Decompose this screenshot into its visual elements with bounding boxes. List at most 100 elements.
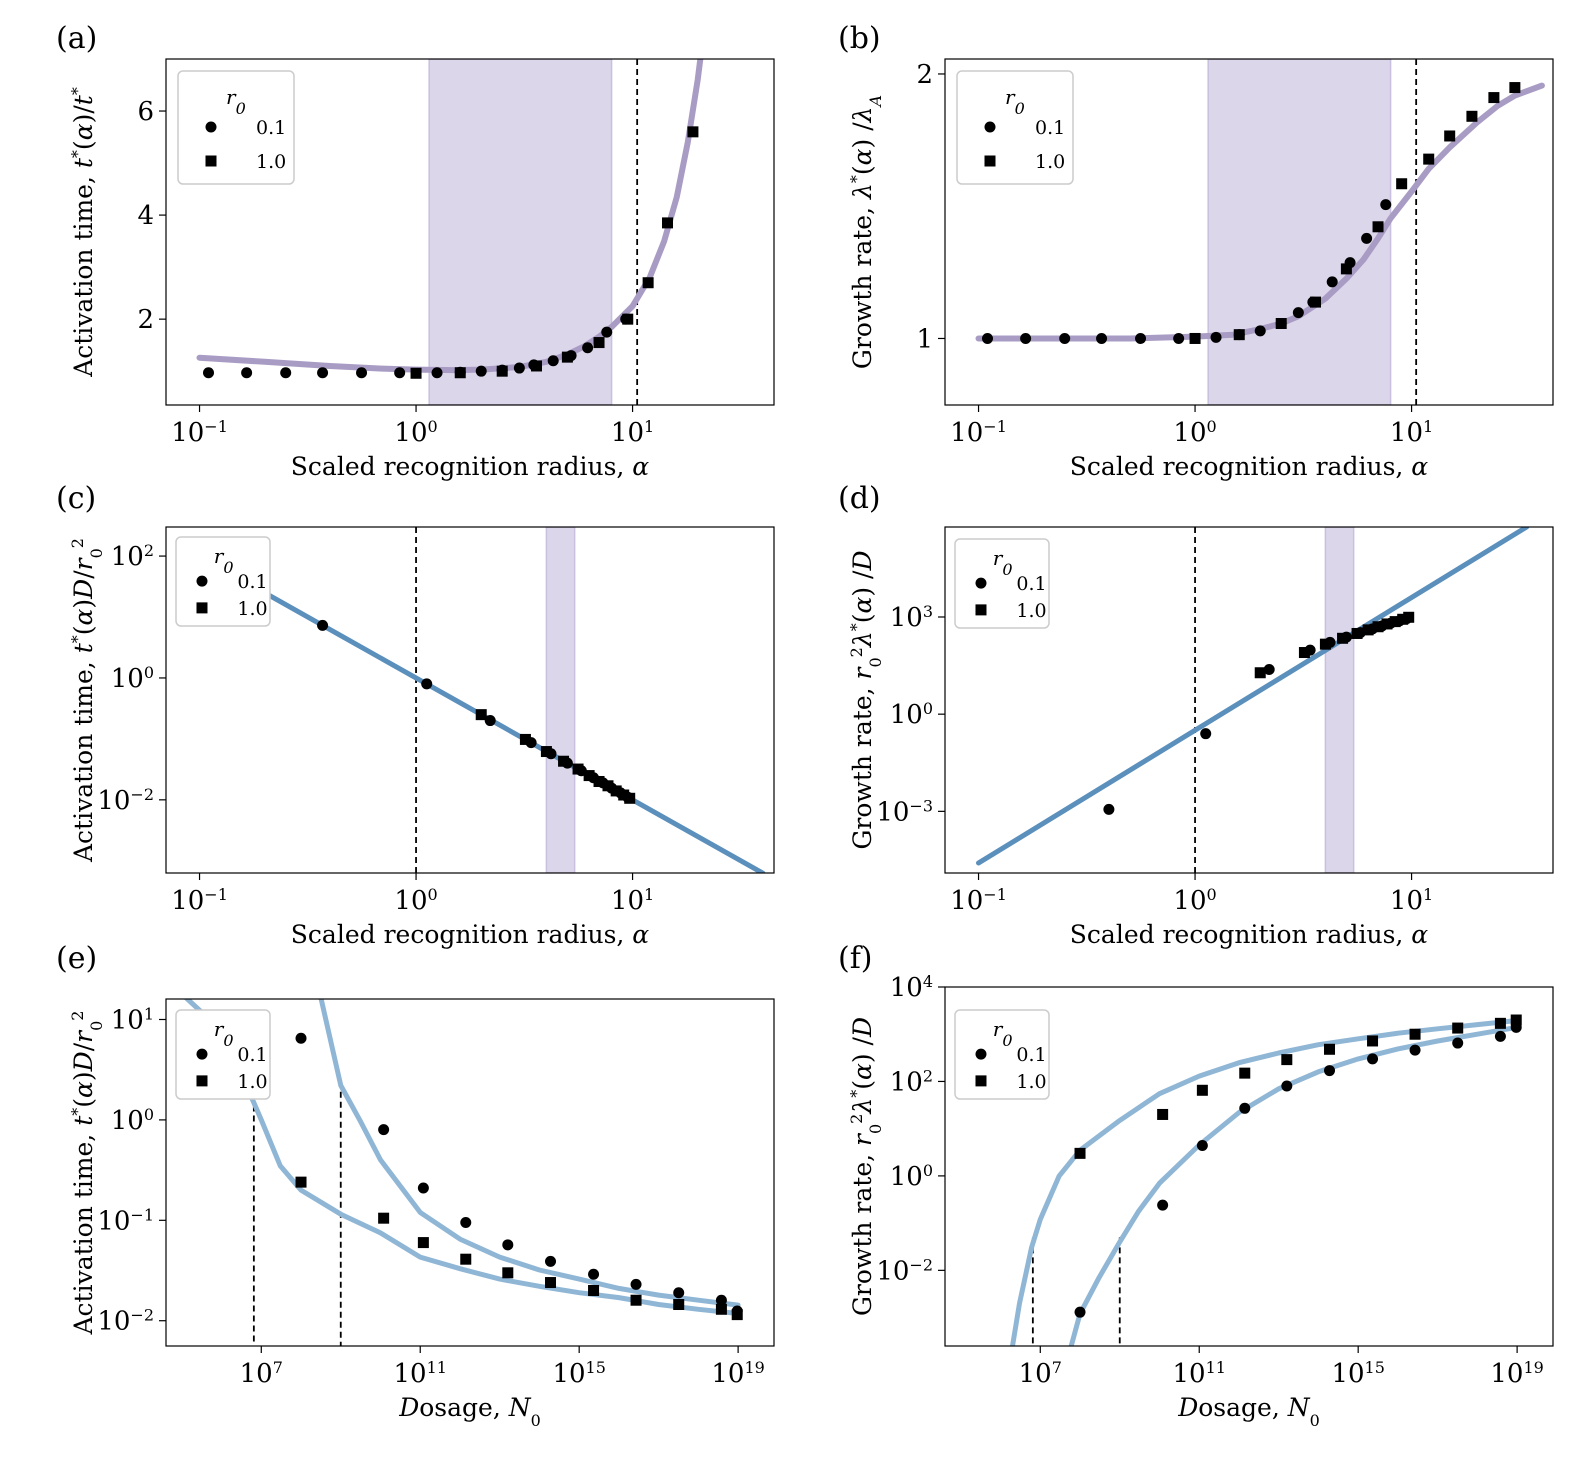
shaded-band-a <box>428 59 613 405</box>
legend-marker-square-a <box>205 155 217 167</box>
marker-b-r10-9 <box>1466 110 1478 122</box>
y-axis-label-d: Growth rate, r02λ*(α) /D <box>847 550 885 849</box>
plot-area-b <box>975 59 1545 405</box>
marker-e-r10-10 <box>731 1309 743 1321</box>
marker-e-r01-4 <box>502 1239 514 1251</box>
marker-f-r01-5 <box>1324 1065 1336 1077</box>
marker-b-r01-4 <box>1135 332 1147 344</box>
y-tick-label-f-0: 10−2 <box>876 1255 933 1287</box>
marker-b-r10-10 <box>1488 92 1500 104</box>
y-axis-label-e: Activation time, t*(α)D/r02 <box>68 1011 106 1336</box>
y-axis-label-b: Growth rate, λ*(α) /λA <box>847 95 885 369</box>
marker-b-r01-0 <box>982 332 994 344</box>
legend-marker-circle-c <box>196 575 208 587</box>
y-tick-label-d-1: 100 <box>890 699 933 731</box>
legend-e: r00.1 1.0 <box>175 1009 271 1100</box>
marker-e-r10-7 <box>630 1294 642 1306</box>
legend-marker-square-f <box>975 1075 987 1087</box>
legend-entry-f-1: 1.0 <box>1016 1071 1046 1093</box>
plot-area-d <box>976 527 1530 873</box>
marker-d-r01-0 <box>1103 803 1115 815</box>
y-tick-label-d-0: 10−3 <box>876 796 933 828</box>
marker-e-r01-5 <box>545 1255 557 1267</box>
marker-c-r10-7 <box>602 780 614 792</box>
x-tick-label-e-3: 1019 <box>711 1358 764 1390</box>
axes-frame-b <box>944 58 1554 406</box>
marker-a-r10-9 <box>687 126 699 138</box>
legend-entry-d-0: 0.1 <box>1016 573 1046 595</box>
marker-a-r01-14 <box>582 342 594 354</box>
axes-frame-e <box>165 998 775 1347</box>
y-tick-label-f-3: 104 <box>890 972 933 1004</box>
marker-d-r10-8 <box>1389 616 1401 628</box>
x-tick-label-e-0: 107 <box>240 1358 283 1390</box>
panel-a: 10−1 100 101 2 4 6 Scaled recognition radius, … <box>56 21 775 481</box>
legend-marker-square-e <box>196 1075 208 1087</box>
marker-e-r01-9 <box>715 1294 727 1306</box>
y-tick-label-a-1: 4 <box>137 201 154 231</box>
y-tick-label-b-0: 1 <box>916 324 933 354</box>
y-tick-label-c-0: 10−2 <box>97 784 154 816</box>
marker-a-r10-7 <box>642 277 654 289</box>
marker-d-r10-2 <box>1319 638 1331 650</box>
theory-curve-e-1 <box>318 999 741 1308</box>
marker-d-r10-3 <box>1337 632 1349 644</box>
x-tick-label-b-0: 10−1 <box>950 417 1007 449</box>
marker-b-r01-6 <box>1210 331 1222 343</box>
marker-f-r01-3 <box>1239 1102 1251 1114</box>
legend-entry-a-1: 1.0 <box>256 151 286 173</box>
marker-d-r10-7 <box>1381 618 1393 630</box>
axes-frame-a <box>165 58 775 406</box>
legend-entry-d-1: 1.0 <box>1016 600 1046 622</box>
legend-entry-e-1: 1.0 <box>237 1071 267 1093</box>
legend-entry-f-0: 0.1 <box>1016 1044 1046 1066</box>
marker-e-r01-1 <box>378 1124 390 1136</box>
legend-marker-circle-d <box>975 577 987 589</box>
marker-c-r01-2 <box>484 715 496 727</box>
axes-frame-d <box>944 526 1554 874</box>
marker-a-r01-8 <box>475 365 487 377</box>
marker-d-r01-1 <box>1200 728 1212 740</box>
legend-entry-b-1: 1.0 <box>1035 151 1065 173</box>
marker-f-r10-2 <box>1196 1084 1208 1096</box>
legend-a: r0 0.1 1.0 <box>177 70 295 185</box>
legend-entry-a-0: 0.1 <box>256 117 286 139</box>
axes-frame-f <box>944 986 1554 1347</box>
x-axis-label-f: Dosage, N0 <box>1177 1393 1320 1430</box>
marker-c-r10-0 <box>475 709 487 721</box>
marker-c-r10-3 <box>558 755 570 767</box>
panel-label-e: (e) <box>56 941 97 976</box>
legend-title-a: r0 <box>226 85 246 118</box>
x-tick-label-c-0: 10−1 <box>171 885 228 917</box>
marker-f-r01-2 <box>1196 1140 1208 1152</box>
y-tick-label-e-1: 10−1 <box>97 1205 154 1237</box>
marker-a-r10-0 <box>410 367 422 379</box>
marker-b-r01-15 <box>1380 199 1392 211</box>
marker-c-r01-0 <box>317 619 329 631</box>
plot-area-e <box>183 999 743 1346</box>
x-tick-label-e-1: 1011 <box>394 1358 447 1390</box>
marker-a-r01-1 <box>241 367 253 379</box>
marker-f-r01-4 <box>1281 1080 1293 1092</box>
y-tick-label-f-1: 100 <box>890 1160 933 1192</box>
legend-marker-circle-b <box>984 121 996 133</box>
marker-a-r10-3 <box>531 360 543 372</box>
marker-e-r01-0 <box>295 1032 307 1044</box>
x-tick-label-c-1: 100 <box>394 885 437 917</box>
marker-a-r01-0 <box>203 367 215 379</box>
marker-a-r10-2 <box>496 365 508 377</box>
marker-b-r10-7 <box>1423 153 1435 165</box>
marker-f-r10-1 <box>1157 1108 1169 1120</box>
marker-e-r10-6 <box>588 1284 600 1296</box>
x-tick-label-e-2: 1015 <box>552 1358 605 1390</box>
legend-marker-circle-a <box>205 121 217 133</box>
legend-entry-e-0: 0.1 <box>237 1044 267 1066</box>
marker-e-r01-3 <box>460 1217 472 1229</box>
marker-c-r10-2 <box>540 746 552 758</box>
legend-b: r0 0.1 1.0 <box>956 70 1074 185</box>
marker-a-r01-4 <box>356 367 368 379</box>
shaded-band-d <box>1324 527 1355 873</box>
marker-b-r01-8 <box>1254 325 1266 337</box>
marker-e-r10-8 <box>673 1299 685 1311</box>
